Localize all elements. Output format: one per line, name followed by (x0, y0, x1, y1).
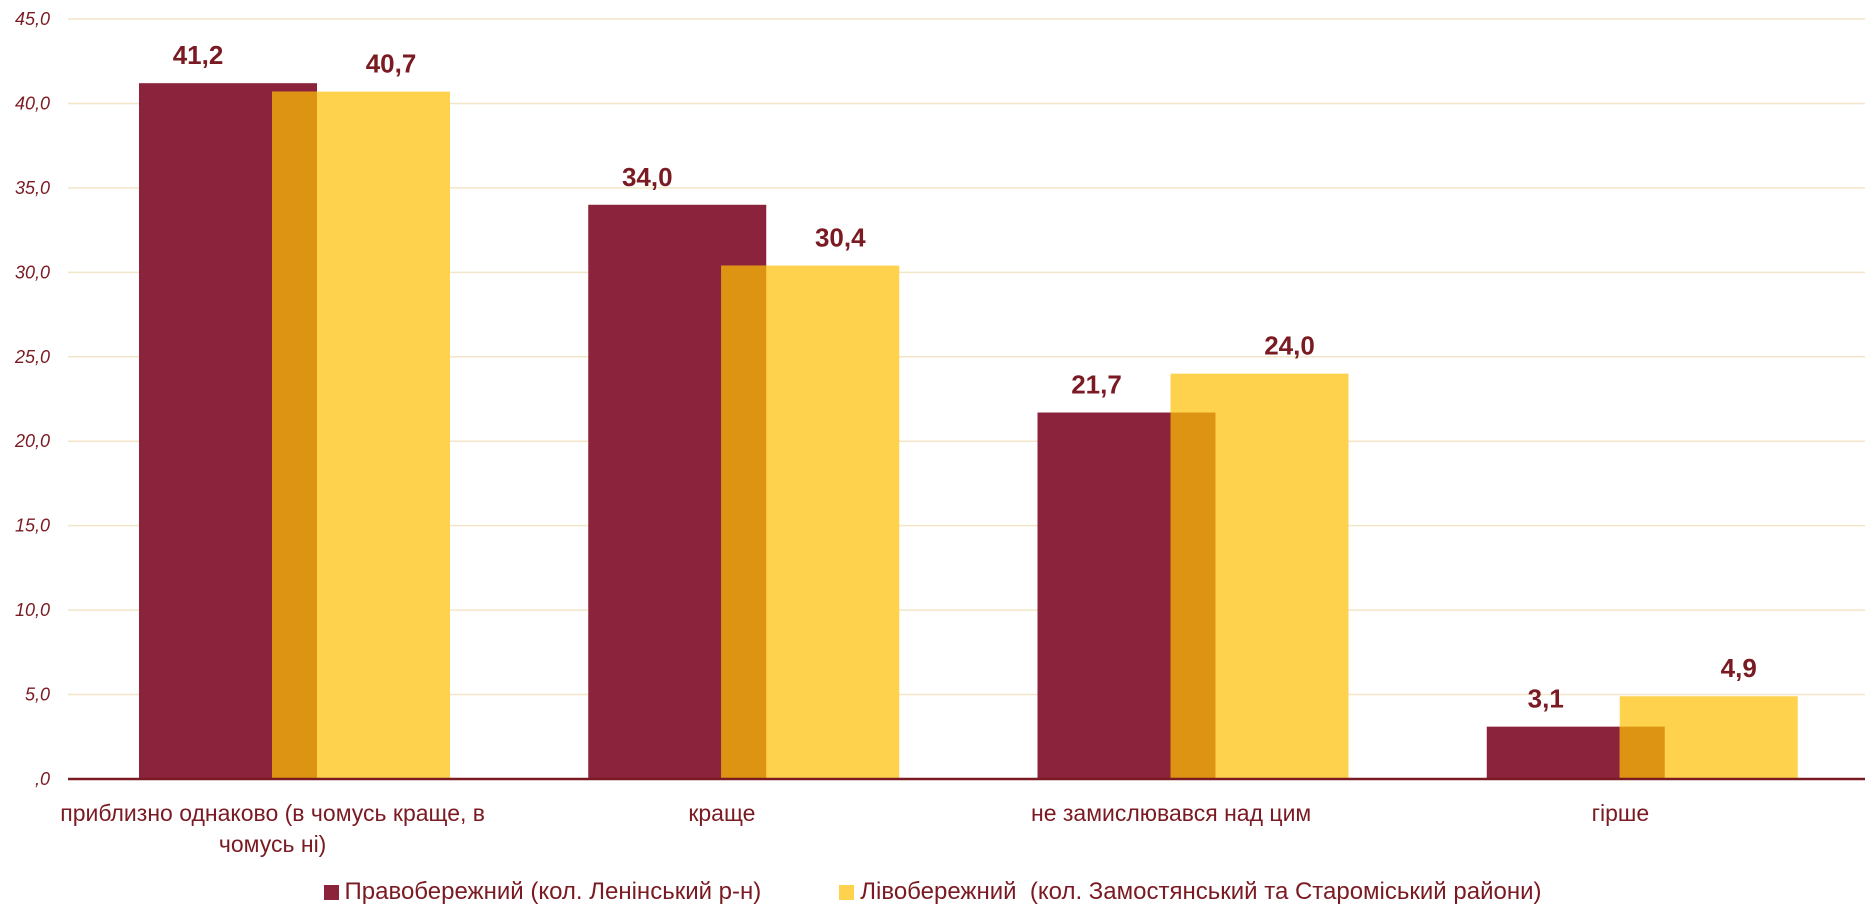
y-tick-label: 10,0 (15, 600, 50, 620)
data-label-right-bank: 41,2 (173, 40, 224, 70)
category-label: приблизно однаково (в чомусь краще, в (60, 800, 485, 826)
data-label-left-bank: 24,0 (1264, 331, 1315, 361)
legend-label-left-bank: Лівобережний (кол. Замостянський та Стар… (860, 878, 1542, 905)
category-label: краще (688, 800, 755, 826)
legend-item-left-bank: Лівобережний (кол. Замостянський та Стар… (839, 878, 1541, 906)
category-label: чомусь ні) (219, 831, 326, 857)
bar-overlap (1619, 726, 1665, 779)
bar-overlap (272, 91, 317, 780)
y-tick-label: ,0 (35, 769, 50, 789)
y-tick-label: 35,0 (15, 178, 50, 198)
data-label-left-bank: 4,9 (1721, 653, 1757, 683)
category-label: не замислювався над цим (1031, 800, 1311, 826)
y-tick-label: 30,0 (15, 262, 50, 282)
data-label-right-bank: 34,0 (622, 162, 673, 192)
data-label-left-bank: 30,4 (815, 223, 866, 253)
y-tick-label: 20,0 (14, 431, 50, 451)
data-label-right-bank: 3,1 (1528, 684, 1564, 714)
data-label-left-bank: 40,7 (366, 49, 417, 79)
bar-overlap (721, 265, 767, 780)
y-tick-label: 25,0 (14, 347, 50, 367)
legend-swatch-right-bank (323, 884, 339, 900)
legend-item-right-bank: Правобережний (кол. Ленінський р-н) (323, 878, 762, 906)
data-label-right-bank: 21,7 (1071, 370, 1122, 400)
category-label: гірше (1592, 800, 1650, 826)
legend: Правобережний (кол. Ленінський р-н) Ліво… (0, 878, 1865, 906)
bar-overlap (1170, 412, 1216, 779)
legend-swatch-left-bank (839, 884, 855, 900)
y-tick-label: 5,0 (25, 685, 50, 705)
y-tick-label: 45,0 (15, 9, 50, 29)
y-tick-label: 40,0 (15, 93, 50, 113)
y-tick-label: 15,0 (15, 516, 50, 536)
legend-label-right-bank: Правобережний (кол. Ленінський р-н) (344, 878, 762, 905)
